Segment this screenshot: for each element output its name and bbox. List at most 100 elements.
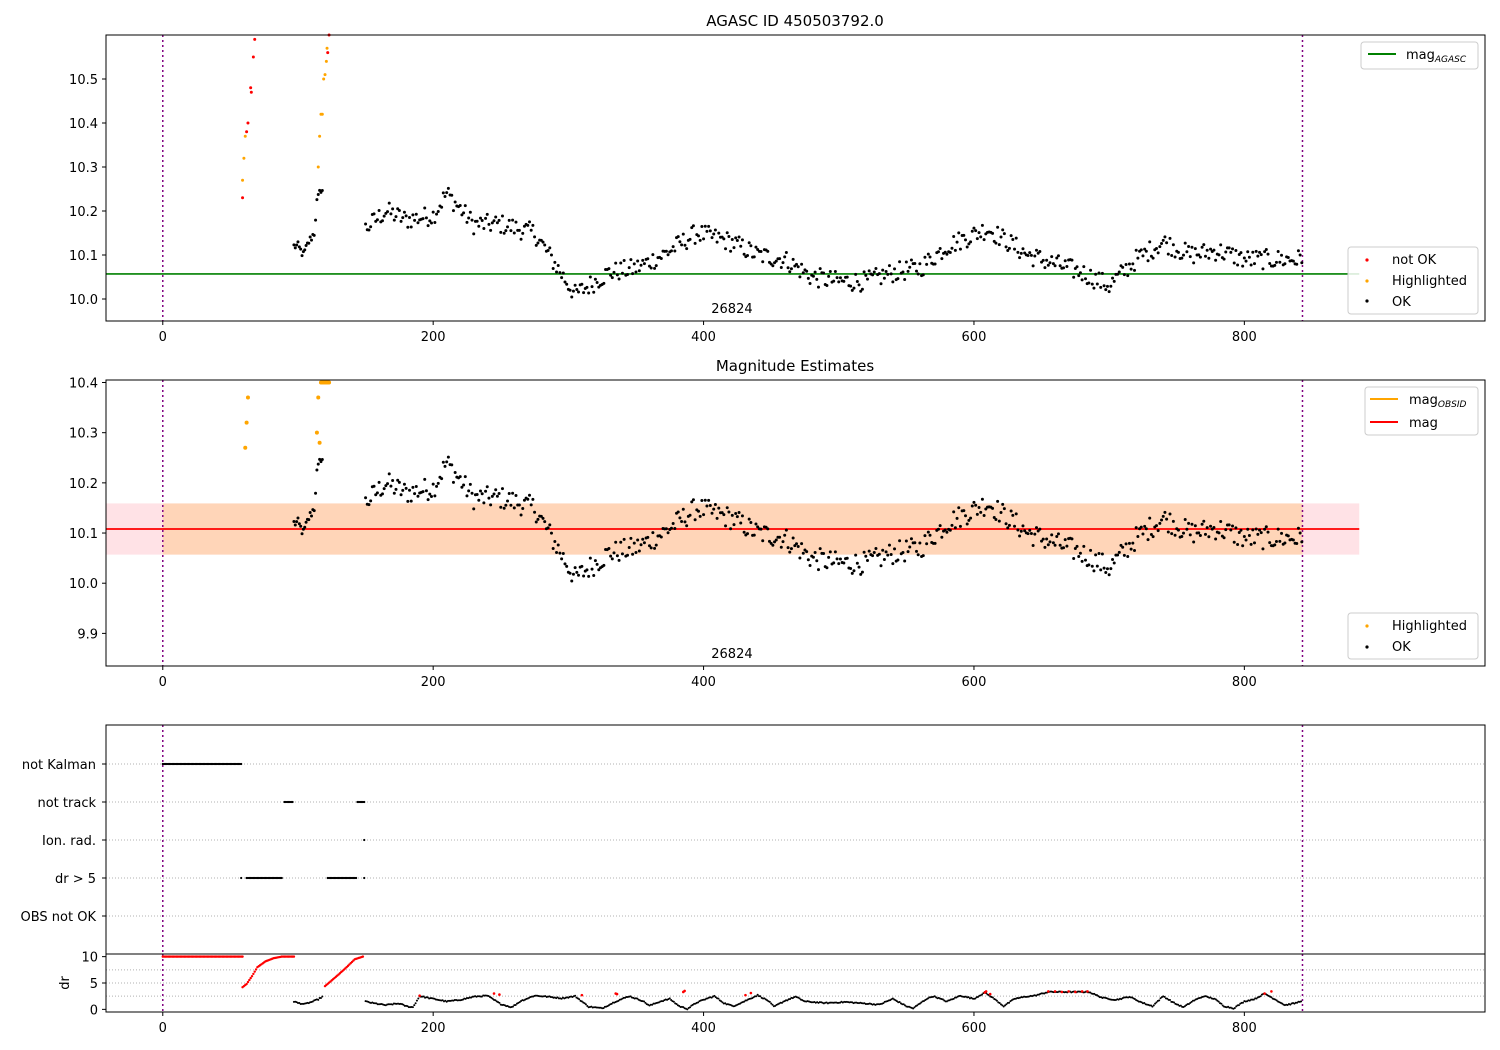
ok-point — [1151, 535, 1155, 539]
ok-point — [568, 288, 572, 292]
ok-point — [1234, 526, 1238, 530]
ok-point — [477, 224, 481, 228]
ok-point — [1190, 522, 1194, 526]
ok-point — [879, 282, 883, 286]
ok-point — [936, 250, 940, 254]
ok-point — [1254, 249, 1258, 253]
ok-point — [1056, 254, 1060, 258]
legend-highlighted-label: Highlighted — [1392, 274, 1467, 289]
dr-ok-point — [1005, 1003, 1008, 1006]
ok-point — [1161, 514, 1165, 518]
ok-point — [1197, 253, 1201, 257]
x-tick-label: 800 — [1232, 675, 1257, 690]
ok-point — [1283, 541, 1287, 545]
ok-point — [918, 262, 922, 266]
ok-point — [1198, 534, 1202, 538]
dr-ok-point — [1275, 999, 1278, 1002]
ok-point — [725, 231, 729, 235]
ok-point — [1274, 539, 1278, 543]
x-tick-label: 200 — [421, 330, 446, 345]
y-tick-label: 10.5 — [69, 73, 98, 88]
ok-point — [1058, 543, 1062, 547]
ok-point — [908, 265, 912, 269]
ok-point — [872, 270, 876, 274]
dr-ok-point — [494, 999, 497, 1002]
dr-not-ok-point — [1263, 992, 1266, 995]
ok-point — [622, 537, 626, 541]
ok-point — [1062, 546, 1066, 550]
ok-point — [712, 232, 716, 236]
ok-point — [411, 213, 415, 217]
ok-point — [364, 496, 368, 500]
ok-point — [703, 498, 707, 502]
ok-point — [312, 509, 316, 513]
ok-point — [979, 235, 983, 239]
not-ok-point — [246, 121, 250, 125]
ok-point — [952, 234, 956, 238]
ok-point — [1065, 264, 1069, 268]
ok-point — [693, 241, 697, 245]
ok-point — [859, 572, 863, 576]
ok-point — [1095, 564, 1099, 568]
ok-point — [1070, 537, 1074, 541]
ok-point — [499, 230, 503, 234]
ok-point — [551, 267, 555, 271]
ok-point — [399, 493, 403, 497]
ok-point — [710, 511, 714, 515]
y-tick-label: 10.1 — [69, 249, 98, 264]
ok-point — [1278, 539, 1282, 543]
dr-ok-point — [1168, 999, 1171, 1002]
dr-not-ok-point — [580, 993, 584, 997]
dr-ok-point — [717, 997, 720, 1000]
ok-point — [828, 270, 832, 274]
ok-point — [1246, 527, 1250, 531]
ok-point — [1202, 243, 1206, 247]
ok-point — [296, 516, 300, 520]
dr-not-ok-point — [254, 968, 258, 971]
ok-point — [1043, 266, 1047, 270]
dr-ok-point — [689, 1006, 692, 1009]
ok-point — [1237, 252, 1241, 256]
ok-point — [903, 559, 907, 563]
ok-point — [933, 262, 937, 266]
ok-point — [1185, 250, 1189, 254]
ok-point — [1139, 525, 1143, 529]
ok-point — [570, 295, 574, 299]
ok-point — [1126, 555, 1130, 559]
ok-point — [747, 517, 751, 521]
ok-point — [771, 543, 775, 547]
dr-ok-point — [583, 1002, 586, 1005]
ok-point — [443, 464, 447, 468]
ok-point — [590, 567, 594, 571]
ok-point — [1126, 274, 1130, 278]
ok-point — [688, 237, 692, 241]
ok-point — [462, 483, 466, 487]
ok-point — [304, 244, 308, 248]
ok-point — [499, 505, 503, 509]
ok-point — [428, 219, 432, 223]
dr-ok-point — [977, 995, 980, 998]
ok-point — [1252, 262, 1256, 266]
ok-point — [641, 258, 645, 262]
dr-ok-point — [952, 997, 955, 1000]
ok-point — [864, 273, 868, 277]
dr-ok-point — [574, 994, 577, 997]
ok-point — [928, 255, 932, 259]
ok-point — [1187, 245, 1191, 249]
ok-point — [1019, 529, 1023, 533]
ok-point — [734, 236, 738, 240]
ok-point — [1190, 245, 1194, 249]
dr-ok-point — [1296, 1001, 1299, 1004]
ok-point — [1094, 272, 1098, 276]
ok-point — [446, 186, 450, 190]
ok-point — [1046, 263, 1050, 267]
ok-point — [1129, 547, 1133, 551]
ok-point — [610, 557, 614, 561]
ok-point — [408, 215, 412, 219]
highlighted-point — [243, 445, 248, 450]
ok-point — [828, 550, 832, 554]
ok-point — [404, 486, 408, 490]
ok-point — [1232, 540, 1236, 544]
ok-point — [1100, 552, 1104, 556]
dr-ok-point — [991, 996, 994, 999]
